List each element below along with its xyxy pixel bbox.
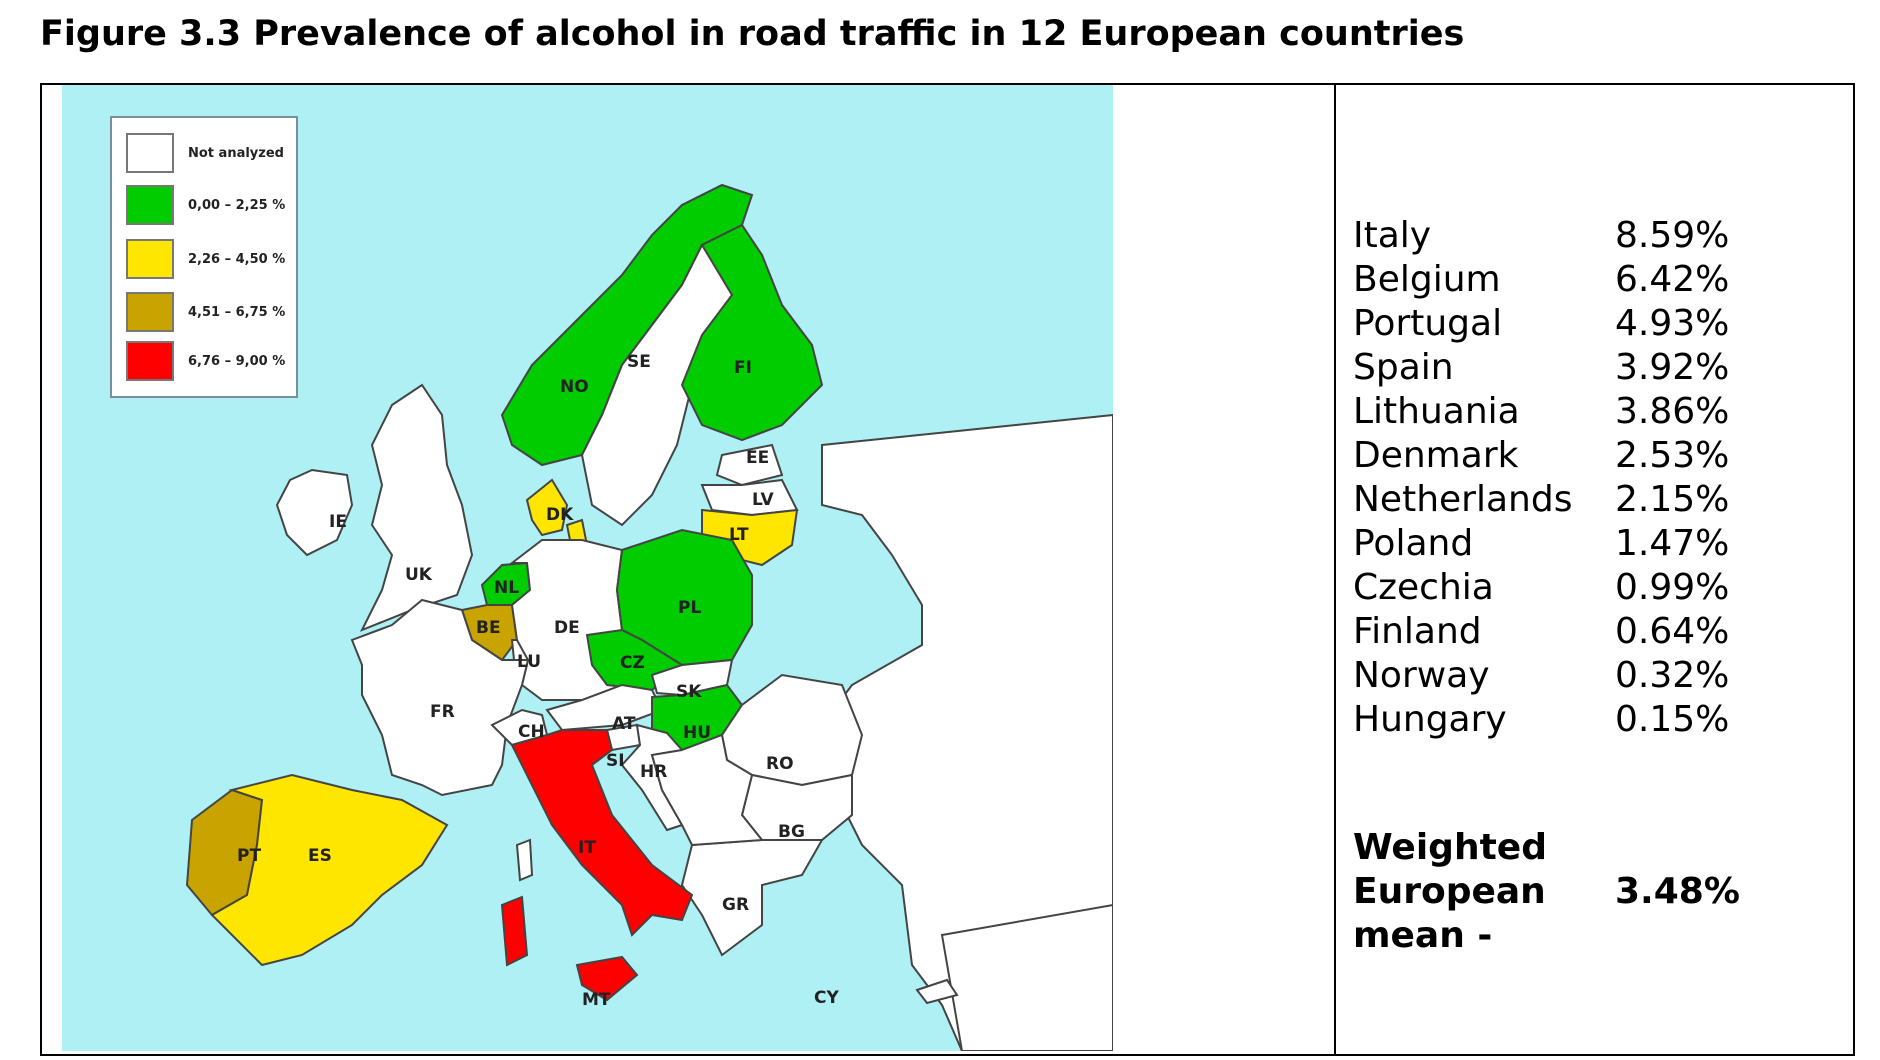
legend-item: 4,51 – 6,75 %: [126, 291, 285, 333]
legend-swatch: [126, 341, 174, 381]
figure-title: Figure 3.3 Prevalence of alcohol in road…: [40, 14, 1465, 54]
country-FI: [680, 223, 824, 442]
label-FR: FR: [430, 702, 455, 722]
country-EE: [715, 443, 784, 487]
label-BE: BE: [476, 618, 501, 638]
island-sardinia: [500, 895, 529, 967]
stat-country: Portugal: [1353, 303, 1503, 344]
legend-item: 6,76 – 9,00 %: [126, 340, 285, 382]
frame-divider: [1334, 83, 1336, 1056]
stat-value: 6.42%: [1615, 259, 1730, 300]
label-DK: DK: [546, 505, 574, 525]
stat-country: Denmark: [1353, 435, 1519, 476]
stat-value: 0.15%: [1615, 699, 1730, 740]
legend-item: 2,26 – 4,50 %: [126, 238, 285, 280]
label-CH: CH: [518, 722, 545, 742]
legend-swatch: [126, 185, 174, 225]
legend-label: 0,00 – 2,25 %: [188, 197, 286, 213]
label-NO: NO: [560, 377, 589, 397]
label-SK: SK: [676, 682, 702, 702]
label-PT: PT: [237, 846, 261, 866]
legend-label: 4,51 – 6,75 %: [188, 304, 286, 320]
stat-country: Netherlands: [1353, 479, 1573, 520]
label-LU: LU: [517, 652, 541, 672]
label-IT: IT: [578, 838, 596, 858]
stat-country: Spain: [1353, 347, 1454, 388]
label-LV: LV: [752, 490, 774, 510]
stat-country: Hungary: [1353, 699, 1507, 740]
stat-country: Belgium: [1353, 259, 1501, 300]
legend-label: 6,76 – 9,00 %: [188, 353, 286, 369]
stat-country: Lithuania: [1353, 391, 1520, 432]
label-IE: IE: [329, 512, 347, 532]
land-turkey: [940, 903, 1113, 1051]
legend-swatch: [126, 239, 174, 279]
stat-value: 2.15%: [1615, 479, 1730, 520]
weighted-mean-label: Weighted European mean -: [1353, 827, 1547, 956]
stat-value: 3.86%: [1615, 391, 1730, 432]
stat-value: 8.59%: [1615, 215, 1730, 256]
label-GR: GR: [722, 895, 749, 915]
stat-value: 0.32%: [1615, 655, 1730, 696]
label-EE: EE: [746, 448, 769, 468]
label-CZ: CZ: [620, 653, 645, 673]
country-IE: [275, 468, 354, 557]
stat-value: 2.53%: [1615, 435, 1730, 476]
island-sicily: [575, 955, 639, 1002]
label-AT: AT: [612, 714, 636, 734]
label-DE: DE: [554, 618, 580, 638]
legend-swatch: [126, 292, 174, 332]
label-MT: MT: [582, 990, 611, 1010]
label-PL: PL: [678, 598, 701, 618]
stat-value: 0.64%: [1615, 611, 1730, 652]
label-HU: HU: [683, 723, 711, 743]
stat-country: Poland: [1353, 523, 1474, 564]
stat-country: Czechia: [1353, 567, 1494, 608]
label-SE: SE: [627, 352, 651, 372]
legend-item: 0,00 – 2,25 %: [126, 184, 285, 226]
label-LT: LT: [729, 525, 749, 545]
label-ES: ES: [308, 846, 332, 866]
europe-map: IE UK NO SE FI EE LV LT DK NL BE LU DE P…: [62, 85, 1113, 1051]
label-HR: HR: [640, 762, 667, 782]
island-corsica: [515, 838, 534, 882]
island-cyprus: [915, 978, 959, 1005]
stat-country: Norway: [1353, 655, 1490, 696]
figure-frame: [40, 83, 1855, 1056]
stat-value: 1.47%: [1615, 523, 1730, 564]
legend-label: 2,26 – 4,50 %: [188, 251, 286, 267]
weighted-mean-value: 3.48%: [1615, 871, 1740, 912]
label-SI: SI: [606, 751, 625, 771]
legend-swatch: [126, 133, 174, 173]
country-LV: [700, 478, 799, 517]
label-NL: NL: [494, 578, 519, 598]
label-RO: RO: [766, 754, 794, 774]
label-FI: FI: [734, 358, 752, 378]
legend-label: Not analyzed: [188, 145, 284, 161]
label-BG: BG: [778, 822, 805, 842]
label-CY: CY: [814, 988, 839, 1008]
map-legend: Not analyzed 0,00 – 2,25 % 2,26 – 4,50 %…: [110, 116, 298, 398]
stat-value: 3.92%: [1615, 347, 1730, 388]
country-CH: [490, 708, 549, 747]
country-IT: [510, 729, 694, 937]
stat-country: Italy: [1353, 215, 1432, 256]
country-GR: [680, 839, 824, 957]
stat-country: Finland: [1353, 611, 1482, 652]
country-balkans: [650, 733, 764, 847]
legend-item: Not analyzed: [126, 132, 284, 174]
label-UK: UK: [405, 565, 433, 585]
stat-value: 4.93%: [1615, 303, 1730, 344]
stat-value: 0.99%: [1615, 567, 1730, 608]
country-ES: [210, 773, 449, 967]
